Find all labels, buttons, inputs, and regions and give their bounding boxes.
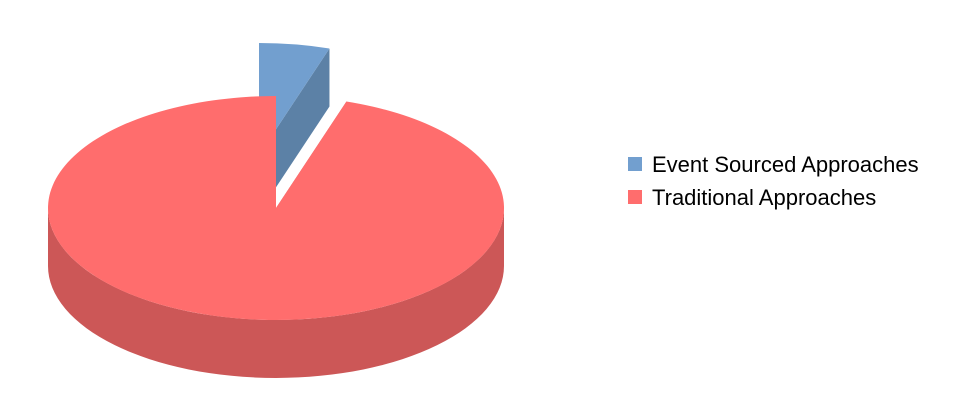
- slice-event-sourced-approaches: [259, 43, 330, 155]
- pie-plot-area: [48, 43, 505, 378]
- legend: Event Sourced Approaches Traditional App…: [628, 152, 919, 210]
- slice-traditional-approaches: [48, 96, 505, 320]
- legend-swatch-traditional: [628, 190, 642, 204]
- legend-swatch-event-sourced: [628, 157, 642, 171]
- legend-label-traditional: Traditional Approaches: [652, 185, 876, 210]
- legend-label-event-sourced: Event Sourced Approaches: [652, 152, 919, 177]
- slice-wall-event-sourced-approaches-1: [259, 48, 330, 214]
- slice-side-traditional-approaches: [48, 208, 504, 378]
